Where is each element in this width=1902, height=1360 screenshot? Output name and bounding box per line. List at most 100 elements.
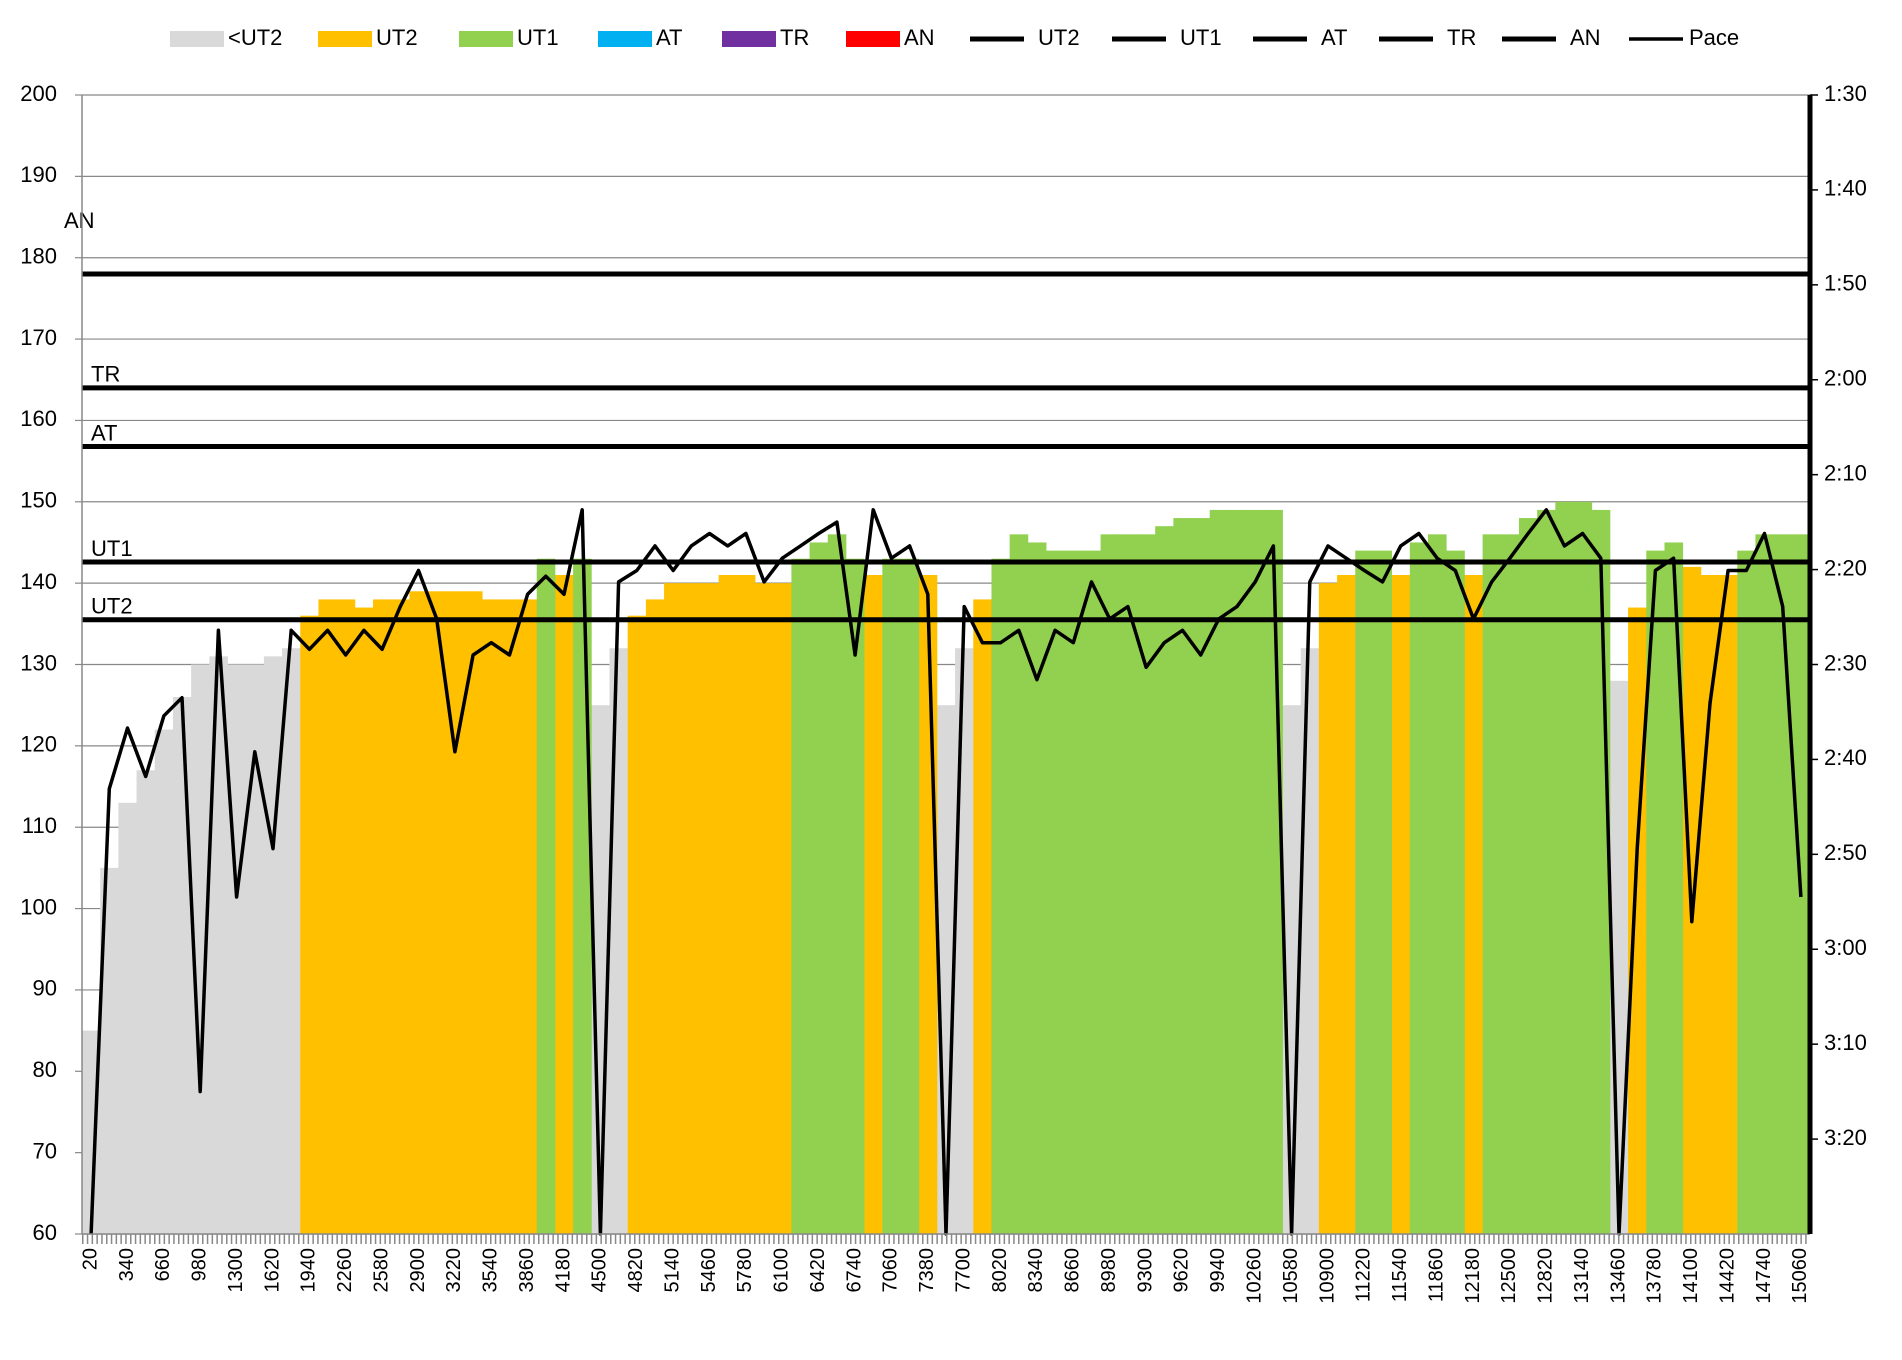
- bar: [1209, 509, 1229, 1235]
- bar: [1664, 542, 1684, 1234]
- bar: [791, 558, 810, 1234]
- bar: [609, 648, 629, 1234]
- bar: [154, 729, 174, 1234]
- x-tick-label: 12820: [1535, 1248, 1557, 1304]
- y-tick-label: 180: [20, 244, 57, 269]
- legend-swatch: [318, 31, 372, 47]
- x-tick-label: 20: [79, 1248, 101, 1270]
- y2-tick-label: 2:30: [1824, 650, 1867, 675]
- bar: [1555, 501, 1574, 1234]
- bar: [809, 542, 829, 1234]
- y2-tick-label: 1:50: [1824, 271, 1867, 296]
- bar: [755, 583, 774, 1234]
- legend-label: <UT2: [228, 25, 282, 50]
- x-tick-label: 9940: [1207, 1248, 1229, 1293]
- x-tick-label: 1620: [261, 1248, 283, 1293]
- y-tick-label: 70: [33, 1138, 57, 1163]
- bar: [1518, 518, 1538, 1234]
- bar: [1719, 575, 1738, 1234]
- x-tick-label: 10260: [1244, 1248, 1266, 1304]
- x-tick-label: 3220: [443, 1248, 465, 1293]
- bar: [1046, 550, 1065, 1234]
- legend-swatch: [170, 31, 224, 47]
- bar: [1155, 526, 1174, 1234]
- bar: [136, 770, 156, 1234]
- y-tick-label: 100: [20, 894, 57, 919]
- bar: [1573, 501, 1593, 1234]
- y2-tick-label: 2:20: [1824, 555, 1867, 580]
- bar: [1009, 534, 1029, 1234]
- y2-tick-label: 3:10: [1824, 1030, 1867, 1055]
- y-tick-label: 150: [20, 488, 57, 513]
- x-tick-label: 6100: [771, 1248, 793, 1293]
- bar: [445, 591, 465, 1234]
- bar: [1337, 575, 1356, 1234]
- zone-label: AT: [91, 420, 117, 445]
- bar: [282, 648, 301, 1234]
- legend-swatch: [459, 31, 513, 47]
- x-tick-label: 12180: [1462, 1248, 1484, 1304]
- bar: [973, 599, 992, 1234]
- bar: [554, 575, 574, 1234]
- bar: [1737, 550, 1756, 1234]
- bar: [1646, 550, 1665, 1234]
- bar: [209, 656, 228, 1234]
- bar: [1191, 518, 1211, 1234]
- x-tick-label: 980: [189, 1248, 211, 1281]
- legend-label: UT1: [517, 25, 559, 50]
- x-tick-label: 11860: [1425, 1248, 1447, 1302]
- bar: [1064, 550, 1083, 1234]
- x-tick-label: 8020: [989, 1248, 1011, 1293]
- y-tick-label: 190: [20, 162, 57, 187]
- zone-label: UT1: [91, 536, 133, 561]
- bar: [518, 599, 538, 1234]
- bar: [1118, 534, 1138, 1234]
- y2-tick-label: 2:00: [1824, 366, 1867, 391]
- bar: [318, 599, 338, 1234]
- bar: [1773, 534, 1793, 1234]
- x-tick-label: 14100: [1680, 1248, 1702, 1304]
- x-tick-label: 8340: [1025, 1248, 1047, 1293]
- y2-tick-label: 3:00: [1824, 935, 1867, 960]
- legend-label: TR: [1447, 25, 1476, 50]
- x-tick-label: 13140: [1571, 1248, 1593, 1304]
- bar: [773, 583, 792, 1234]
- bar: [1355, 550, 1374, 1234]
- bar: [391, 599, 410, 1234]
- bar: [1537, 509, 1556, 1235]
- x-tick-label: 13460: [1607, 1248, 1629, 1304]
- y2-tick-label: 3:20: [1824, 1125, 1867, 1150]
- x-tick-label: 14740: [1753, 1248, 1775, 1304]
- x-tick-label: 7700: [952, 1248, 974, 1293]
- bar: [1409, 542, 1429, 1234]
- bar: [1755, 534, 1775, 1234]
- bar: [736, 575, 756, 1234]
- bar: [627, 615, 647, 1234]
- y-tick-label: 160: [20, 406, 57, 431]
- legend-label: AN: [904, 25, 935, 50]
- legend-label: AN: [1570, 25, 1601, 50]
- x-tick-label: 5140: [661, 1248, 683, 1293]
- x-tick-label: 5780: [734, 1248, 756, 1293]
- bar: [845, 558, 865, 1234]
- bar: [1173, 518, 1192, 1234]
- bar: [300, 615, 319, 1234]
- bar: [100, 867, 119, 1234]
- bar: [918, 575, 938, 1234]
- y2-tick-label: 2:40: [1824, 745, 1867, 770]
- y-tick-label: 170: [20, 325, 57, 350]
- zone-label: AN: [64, 208, 95, 233]
- bar: [1027, 542, 1047, 1234]
- x-tick-label: 12500: [1498, 1248, 1520, 1304]
- bar: [955, 648, 974, 1234]
- x-tick-label: 14420: [1716, 1248, 1738, 1304]
- y-tick-label: 110: [22, 813, 57, 838]
- y2-tick-label: 1:40: [1824, 176, 1867, 201]
- bar: [700, 583, 720, 1234]
- x-tick-label: 3540: [480, 1248, 502, 1293]
- bar: [536, 558, 556, 1234]
- y-tick-label: 120: [20, 732, 57, 757]
- x-tick-label: 10580: [1280, 1248, 1302, 1304]
- x-tick-label: 7060: [880, 1248, 902, 1293]
- bar: [1391, 575, 1411, 1234]
